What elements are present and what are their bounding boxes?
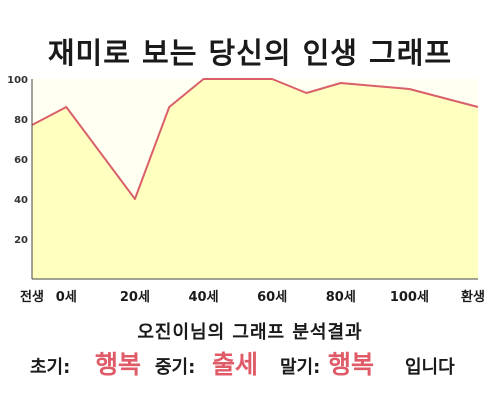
y-tick-label: 60 <box>14 155 28 166</box>
area-fill <box>32 79 478 279</box>
middle-label: 중기: <box>155 357 196 378</box>
middle-value: 출세 <box>212 350 259 379</box>
series-line <box>31 78 479 200</box>
y-tick-label: 80 <box>14 115 28 126</box>
y-tick-label: 100 <box>7 75 28 86</box>
x-tick-label: 0세 <box>56 290 77 305</box>
x-tick-label: 80세 <box>326 290 356 305</box>
life-graph-chart: 20 40 60 80 100 전생 0세 20세 40세 60세 80세 100세 환생 <box>7 75 485 305</box>
analysis-heading: 오진이님의 그래프 분석결과 <box>137 322 363 343</box>
x-tick-label: 20세 <box>120 290 150 305</box>
suffix-text: 입니다 <box>405 357 455 378</box>
y-tick-label: 40 <box>14 195 28 206</box>
x-tick-label: 전생 <box>20 289 44 305</box>
early-label: 초기: <box>30 357 71 378</box>
y-axis: 20 40 60 80 100 <box>7 75 28 246</box>
x-tick-label: 100세 <box>390 290 429 305</box>
late-label: 말기: <box>280 357 321 378</box>
late-value: 행복 <box>328 350 375 379</box>
chart-title: 재미로 보는 당신의 인생 그래프 <box>47 36 453 70</box>
x-tick-label: 40세 <box>189 290 219 305</box>
x-axis: 전생 0세 20세 40세 60세 80세 100세 환생 <box>20 289 485 305</box>
x-tick-label: 환생 <box>461 289 485 305</box>
analysis-summary: 초기: 행복 중기: 출세 말기: 행복 입니다 <box>0 345 500 385</box>
y-tick-label: 20 <box>14 235 28 246</box>
x-tick-label: 60세 <box>257 290 287 305</box>
early-value: 행복 <box>95 350 142 379</box>
